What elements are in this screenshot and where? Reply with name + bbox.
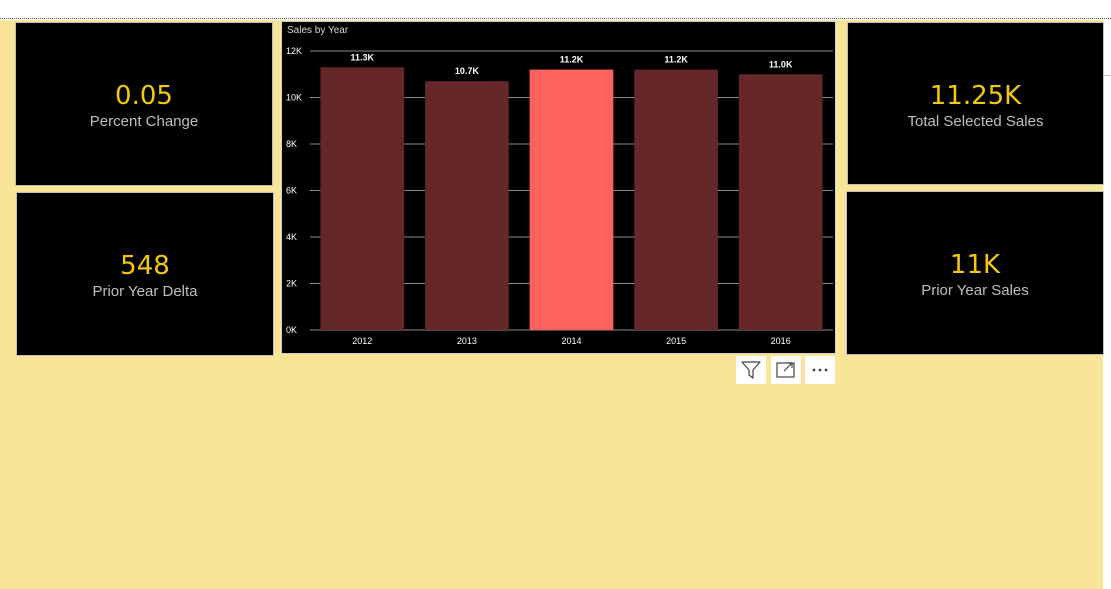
x-tick-label: 2016: [771, 336, 791, 346]
y-tick-label: 0K: [286, 325, 297, 335]
sales-by-year-chart[interactable]: Sales by Year 0K 2K 4K 6K 8K 10K 12K 11.3K 2012 1…: [281, 21, 836, 354]
more-options-icon: [812, 368, 828, 372]
prior-year-delta-value: 548: [120, 251, 170, 281]
y-tick-label: 2K: [286, 279, 297, 289]
bar-chart-svg: 0K 2K 4K 6K 8K 10K 12K 11.3K 2012 10.7K 2013 11.2K 2…: [286, 46, 833, 346]
prior-year-delta-label: Prior Year Delta: [92, 283, 198, 300]
y-tick-label: 6K: [286, 186, 297, 196]
top-bar: [0, 0, 1111, 19]
data-label: 11.2K: [664, 55, 688, 65]
bar-2016[interactable]: [738, 74, 823, 330]
total-selected-sales-value: 11.25K: [929, 80, 1022, 111]
data-label: 11.2K: [560, 55, 584, 65]
percent-change-value: 0.05: [115, 81, 173, 111]
filter-icon: [741, 361, 761, 379]
total-selected-sales-label: Total Selected Sales: [907, 112, 1044, 130]
focus-mode-icon: [776, 362, 795, 378]
total-selected-sales-card[interactable]: 11.25K Total Selected Sales: [847, 22, 1104, 185]
bar-2013[interactable]: [425, 81, 509, 330]
data-label: 11.3K: [351, 52, 375, 62]
data-label: 10.7K: [455, 66, 480, 76]
prior-year-sales-label: Prior Year Sales: [921, 282, 1029, 299]
y-tick-label: 4K: [286, 232, 297, 242]
data-label: 11.0K: [769, 59, 793, 69]
chart-title: Sales by Year: [287, 25, 349, 36]
prior-year-sales-card[interactable]: 11K Prior Year Sales: [846, 191, 1104, 355]
right-edge-strip: [1103, 20, 1111, 589]
percent-change-label: Percent Change: [89, 113, 199, 130]
x-tick-label: 2015: [666, 336, 686, 346]
more-options-button[interactable]: [805, 356, 835, 384]
y-tick-label: 12K: [286, 46, 302, 56]
bar-2015[interactable]: [634, 69, 718, 330]
filter-button[interactable]: [736, 356, 766, 384]
y-tick-label: 10K: [286, 93, 302, 103]
x-tick-label: 2014: [561, 336, 581, 346]
prior-year-delta-card[interactable]: 548 Prior Year Delta: [16, 192, 274, 356]
prior-year-sales-value: 11K: [949, 250, 1001, 280]
y-tick-label: 8K: [286, 139, 297, 149]
bar-2012[interactable]: [320, 67, 405, 331]
x-tick-label: 2012: [352, 336, 372, 346]
focus-mode-button[interactable]: [771, 356, 801, 384]
percent-change-card[interactable]: 0.05 Percent Change: [15, 22, 273, 186]
x-tick-label: 2013: [457, 336, 477, 346]
bar-2014[interactable]: [529, 69, 614, 330]
